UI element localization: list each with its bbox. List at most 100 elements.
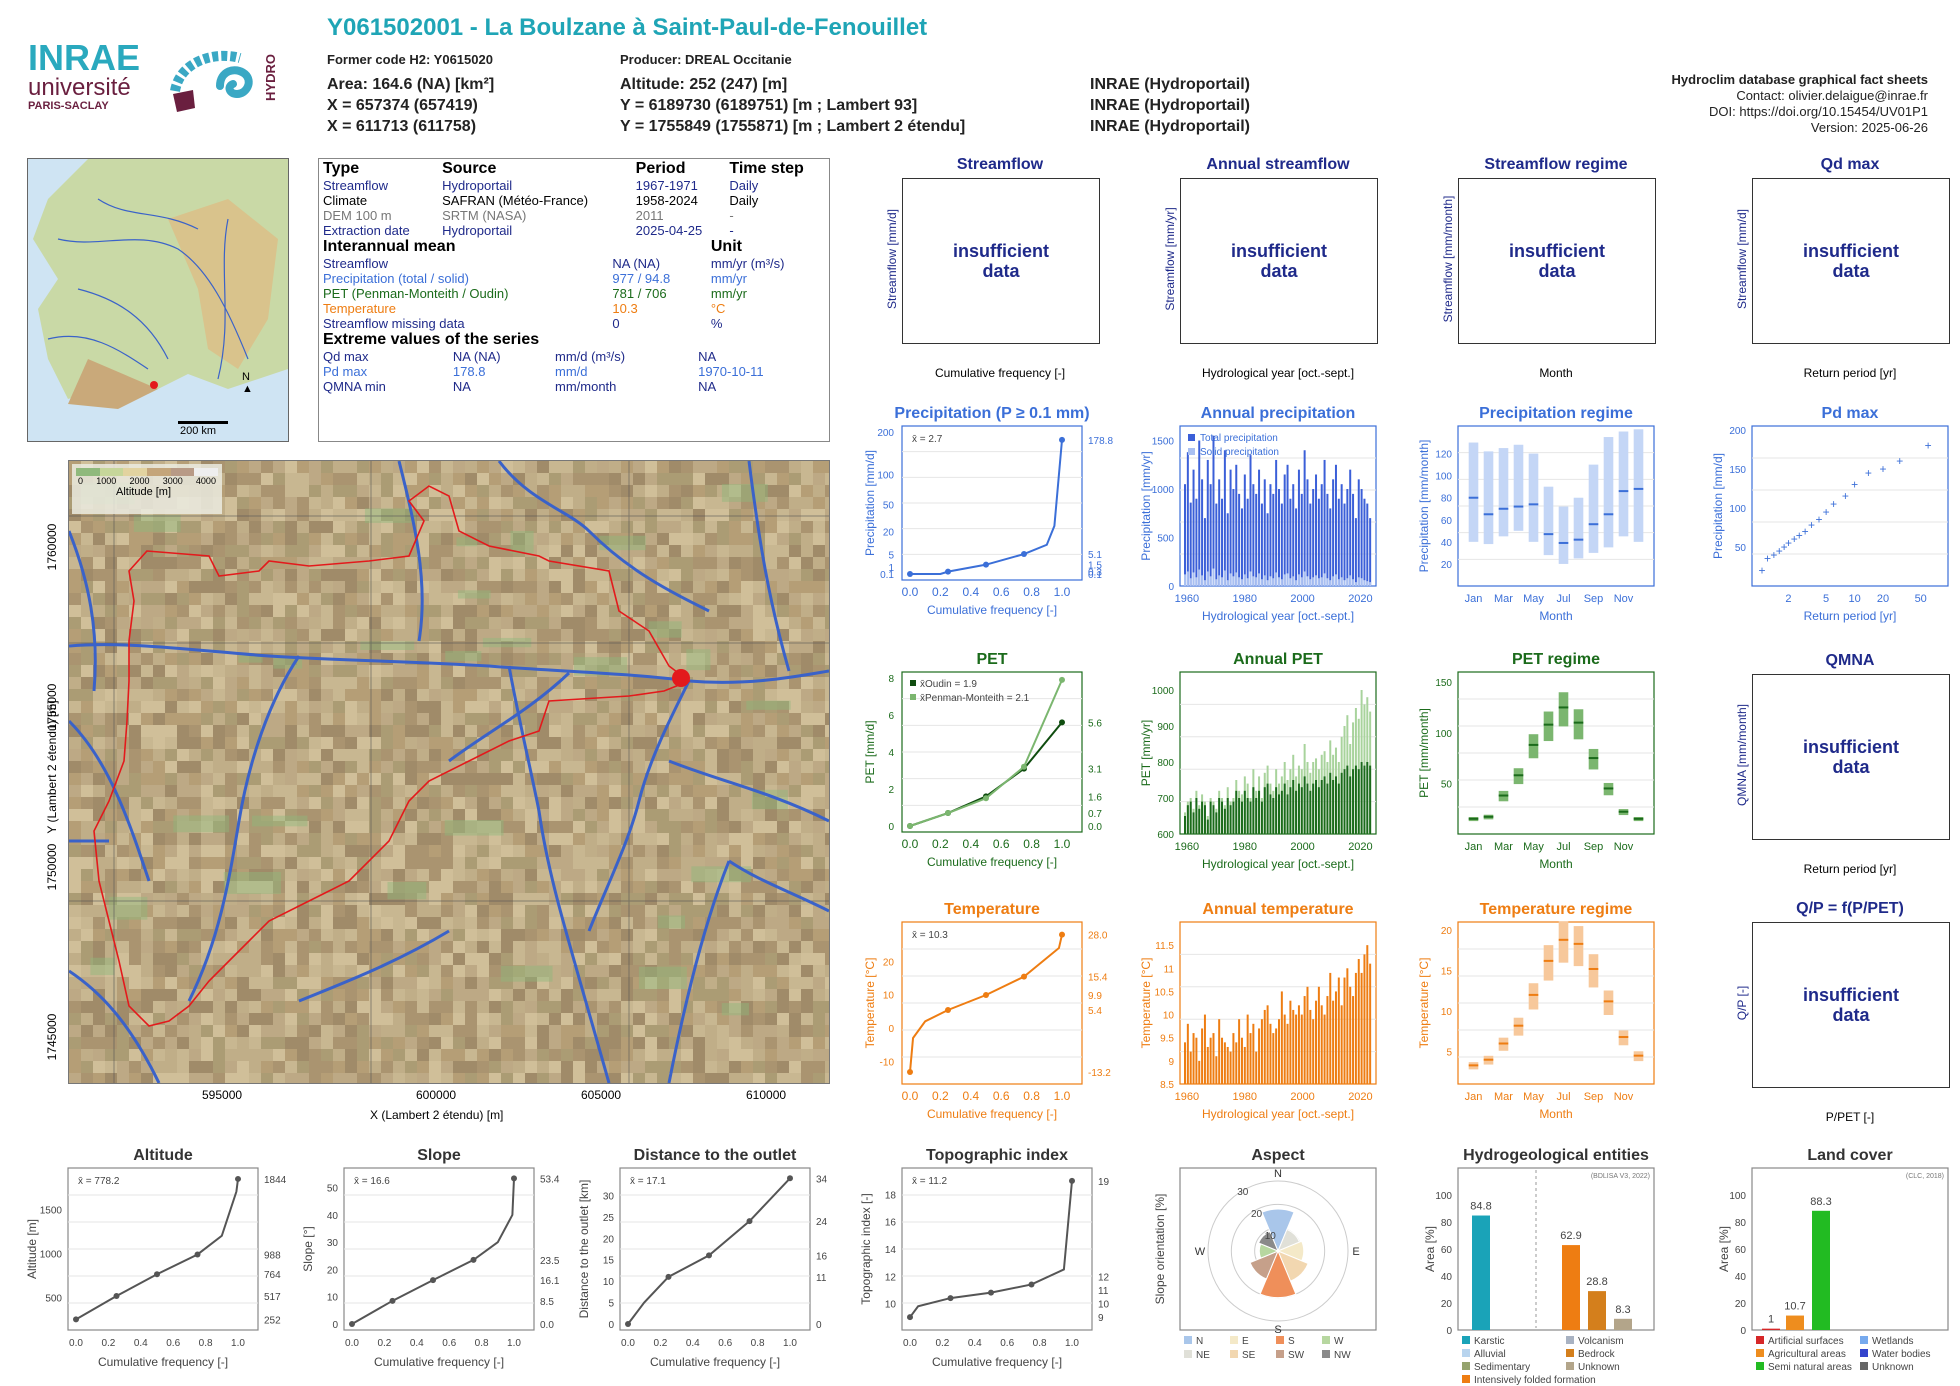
bar [1283,574,1286,586]
box [1603,437,1614,548]
bar [1269,794,1272,834]
box [1573,497,1584,559]
legend-label: Solid precipitation [1200,447,1279,458]
right-label: 28.0 [1088,931,1108,942]
bar [1326,783,1329,834]
x-tick: 0.6 [993,1089,1010,1103]
cdf-point [1021,973,1027,980]
bar [1243,574,1246,586]
box [1588,464,1599,553]
altitude-legend-tick: 3000 [162,476,183,486]
bar [1786,1315,1804,1330]
source-row: Streamflow Hydroportail 1967-1971 Daily [323,178,759,193]
doi[interactable]: DOI: https://doi.org/10.15454/UV01P1 [1709,104,1928,119]
legend-label: Artificial surfaces [1768,1336,1844,1347]
x-tick: 0.2 [377,1338,391,1349]
bar [1212,568,1215,586]
bar [1235,1042,1238,1084]
altitude-legend: 0 1000 2000 3000 4000 Altitude [m] [72,464,222,514]
bar [1366,581,1369,586]
bar [1240,801,1243,834]
y-tick: 10 [883,991,895,1002]
bar [1201,801,1204,834]
bar [1360,489,1363,586]
x-lambert93: X = 657374 (657419) [327,97,478,114]
bar [1357,769,1360,834]
x-axis-label: Hydrological year [oct.-sept.] [1202,857,1354,871]
box [1528,734,1539,759]
cdf-point [706,1252,712,1259]
bar [1295,508,1298,586]
bar [1286,794,1289,834]
bar [1286,573,1289,586]
cdf-point [907,1069,913,1075]
bar [1283,1014,1286,1084]
bar [1329,972,1332,1084]
x-tick: 1980 [1232,1091,1256,1103]
bar [1275,459,1278,586]
contact[interactable]: Contact: olivier.delaigue@inrae.fr [1736,88,1928,103]
y-tick: 40 [1441,1272,1453,1283]
right-label: 23.5 [540,1256,560,1267]
bar [1189,1051,1192,1084]
right-label: 988 [264,1250,281,1261]
legend-swatch [1276,1350,1284,1358]
bar [1309,790,1312,834]
bar [1232,1033,1235,1084]
y-tick: 40 [1735,1272,1747,1283]
cdf-point [430,1277,436,1284]
y-tick: 10.5 [1155,987,1175,998]
insufficient-panel: insufficient data [1752,674,1950,840]
scatter-point: + [1758,563,1765,577]
bar [1289,1000,1292,1084]
bar [1206,571,1209,586]
legend-swatch [1462,1336,1470,1344]
bar [1297,783,1300,834]
x-axis-label: Month [1539,857,1572,871]
chart-title: Hydrogeological entities [1463,1147,1649,1164]
bar [1215,503,1218,586]
bar [1212,435,1215,586]
y-tick: 80 [1441,1218,1453,1229]
right-label: 0.1 [1088,570,1102,581]
legend-swatch [1566,1336,1574,1344]
y-tick: 40 [327,1211,339,1222]
map-xtick: 595000 [202,1088,243,1102]
box [1618,431,1629,537]
y-axis-label: Precipitation [mm/d] [1711,453,1725,559]
bar [1218,575,1221,586]
source-2: INRAE (Hydroportail) [1090,97,1250,114]
y-tick: 100 [1435,729,1452,740]
cdf-point [349,1321,355,1327]
watershed-map[interactable] [68,460,830,1084]
x-tick: Jan [1465,841,1483,853]
insufficient-panel: insufficient data [902,178,1100,344]
plot-frame [1751,1167,1949,1331]
y-tick: 16 [885,1218,897,1229]
legend-label: NE [1196,1350,1210,1361]
x-tick: 1.0 [783,1338,797,1349]
bar [1255,798,1258,834]
rivers [69,461,829,1083]
y-axis-label: Temperature [°C] [1139,958,1153,1049]
cdf-point [194,1251,201,1258]
y-tick: 500 [1157,534,1174,545]
y-tick: 120 [1435,450,1452,461]
bar [1275,572,1278,586]
bar [1266,783,1269,834]
bar [1275,1028,1278,1084]
cdf-line [909,934,1063,1073]
bar [1317,498,1320,586]
direction-label: E [1352,1246,1359,1258]
bar [1369,518,1372,586]
bar [1286,1023,1289,1084]
bar [1229,469,1232,586]
bar [1203,580,1206,586]
bar [1360,762,1363,834]
bar [1186,1023,1189,1084]
bar [1255,1051,1258,1084]
bar [1189,578,1192,586]
y-tick: 100 [1435,1191,1452,1202]
bar [1323,1014,1326,1084]
chart-title: Temperature regime [1480,901,1633,918]
